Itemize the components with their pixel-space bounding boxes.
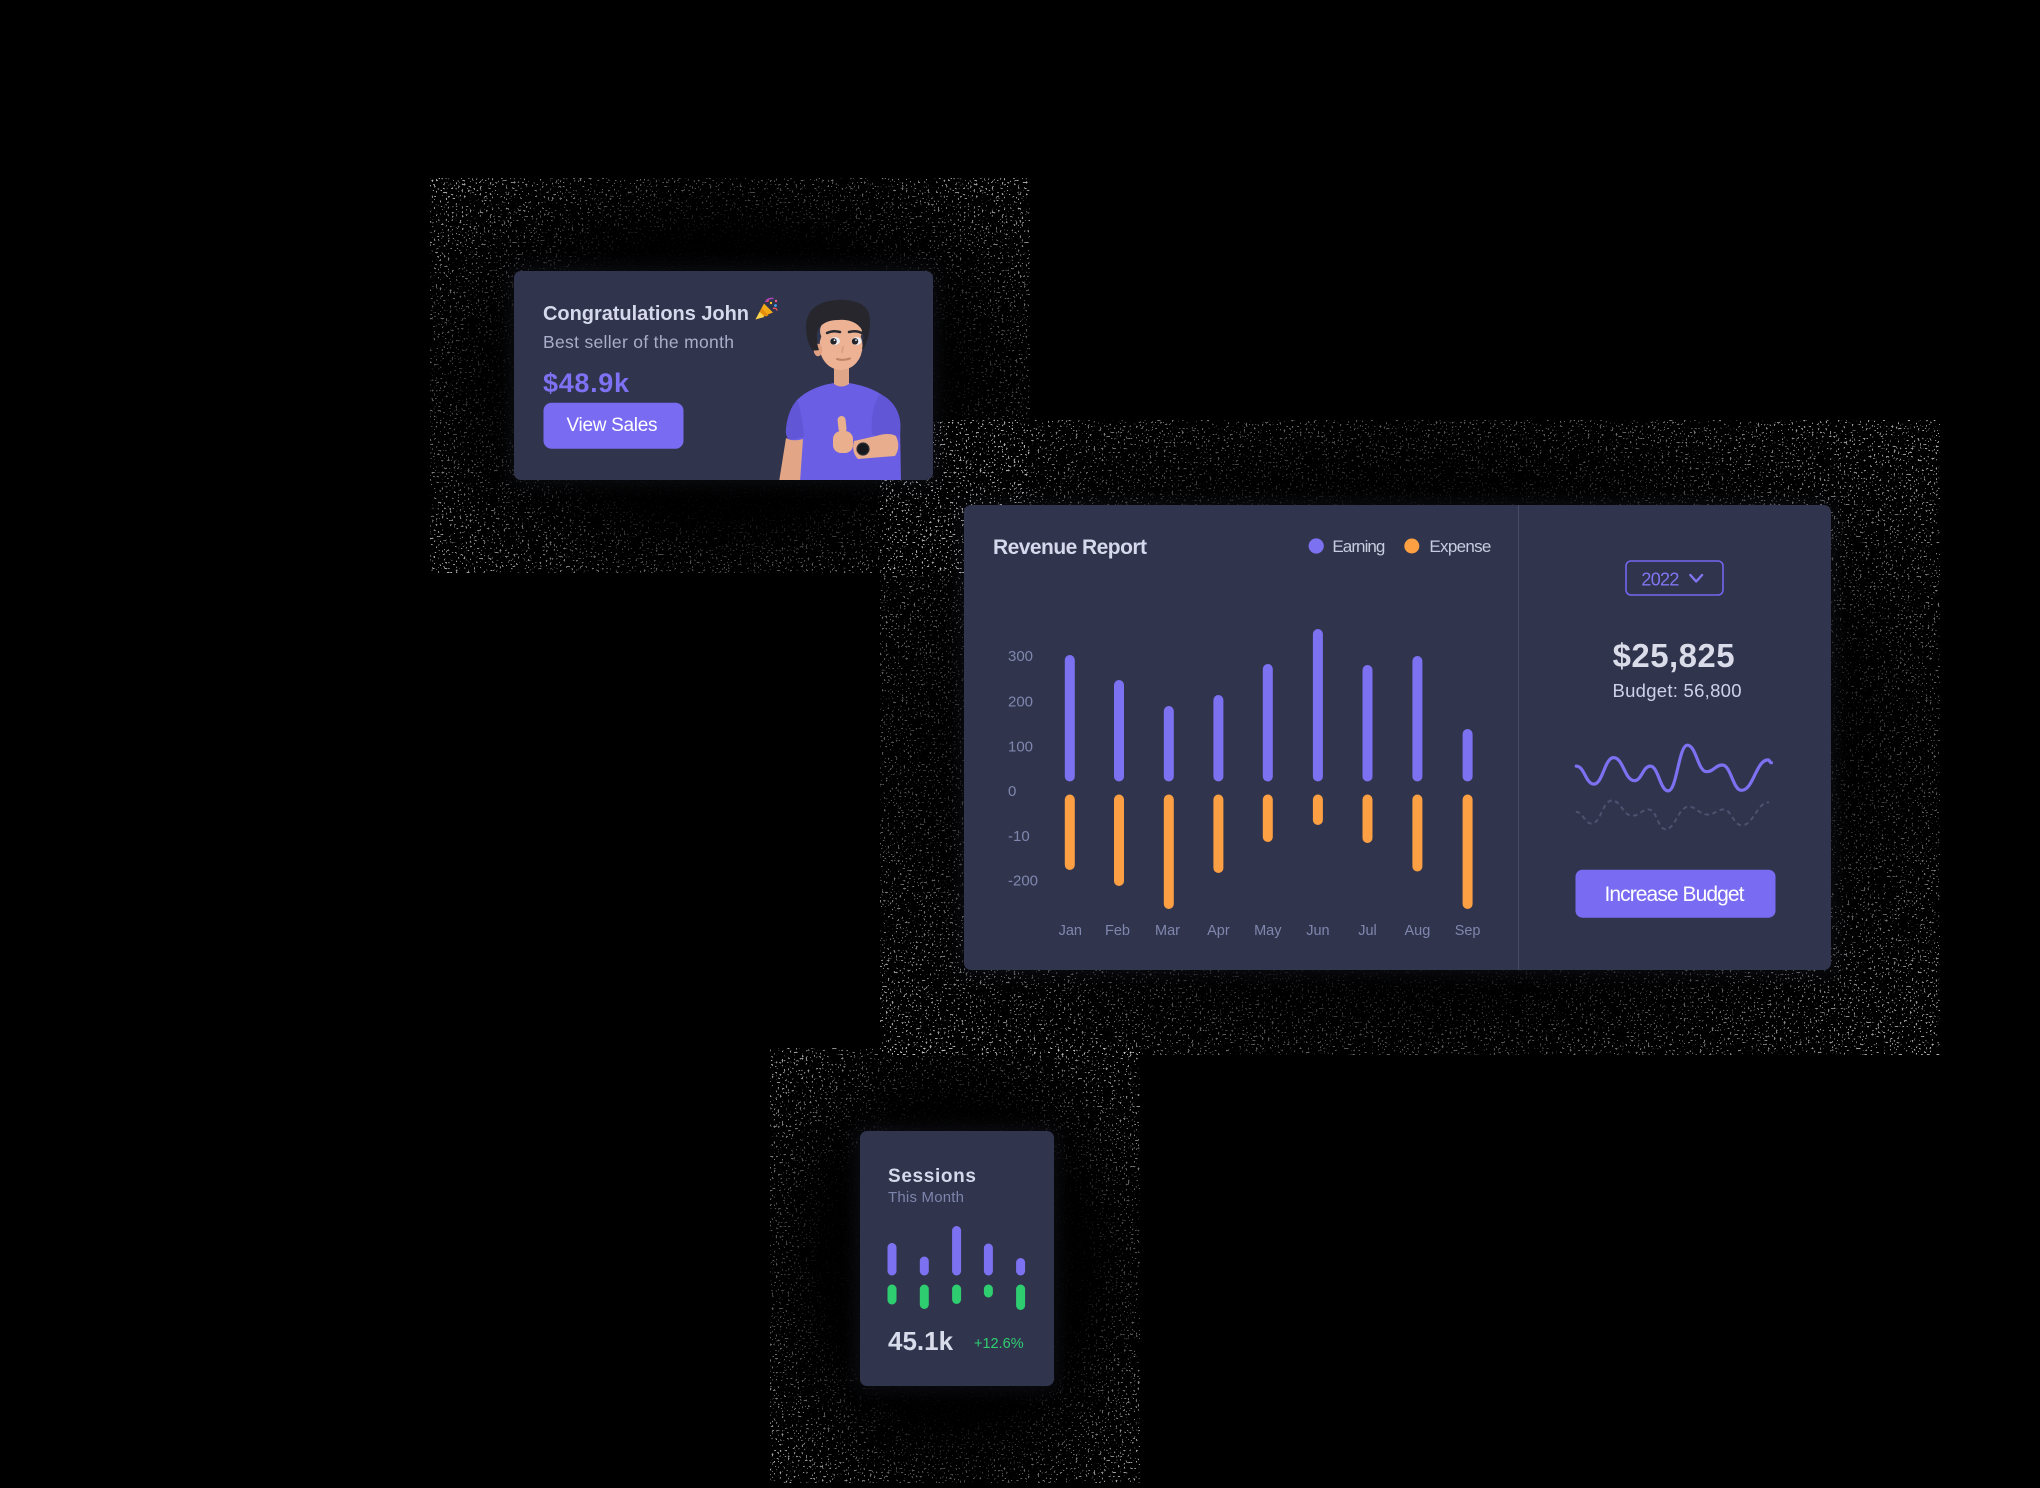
svg-text:$48.9k: $48.9k	[543, 368, 630, 398]
svg-text:300: 300	[1008, 648, 1033, 665]
svg-text:Increase Budget: Increase Budget	[1605, 883, 1745, 906]
svg-text:May: May	[1254, 923, 1282, 939]
svg-text:Feb: Feb	[1105, 923, 1130, 939]
svg-text:Earning: Earning	[1332, 537, 1385, 556]
svg-text:Jan: Jan	[1059, 923, 1082, 939]
svg-text:View Sales: View Sales	[567, 415, 658, 436]
svg-text:Revenue Report: Revenue Report	[993, 536, 1147, 559]
svg-text:Mar: Mar	[1155, 923, 1180, 939]
svg-text:Apr: Apr	[1207, 923, 1230, 939]
svg-text:+12.6%: +12.6%	[974, 1336, 1024, 1352]
svg-text:Best seller of the month: Best seller of the month	[543, 332, 734, 352]
svg-text:Sessions: Sessions	[888, 1166, 976, 1187]
svg-text:2022: 2022	[1641, 570, 1679, 590]
svg-text:Expense: Expense	[1429, 537, 1491, 556]
svg-text:0: 0	[1008, 783, 1016, 800]
svg-text:100: 100	[1008, 739, 1033, 756]
svg-text:-200: -200	[1008, 873, 1038, 890]
svg-text:Jul: Jul	[1358, 923, 1377, 939]
svg-text:Sep: Sep	[1455, 923, 1481, 939]
svg-text:200: 200	[1008, 694, 1033, 711]
svg-text:-10: -10	[1008, 828, 1030, 845]
svg-text:Aug: Aug	[1404, 923, 1430, 939]
svg-text:Congratulations John: Congratulations John	[543, 303, 749, 325]
svg-text:$25,825: $25,825	[1613, 637, 1735, 674]
svg-text:This Month: This Month	[888, 1189, 964, 1206]
svg-text:Jun: Jun	[1306, 923, 1329, 939]
svg-text:45.1k: 45.1k	[888, 1326, 954, 1356]
svg-text:Budget: 56,800: Budget: 56,800	[1613, 680, 1742, 701]
